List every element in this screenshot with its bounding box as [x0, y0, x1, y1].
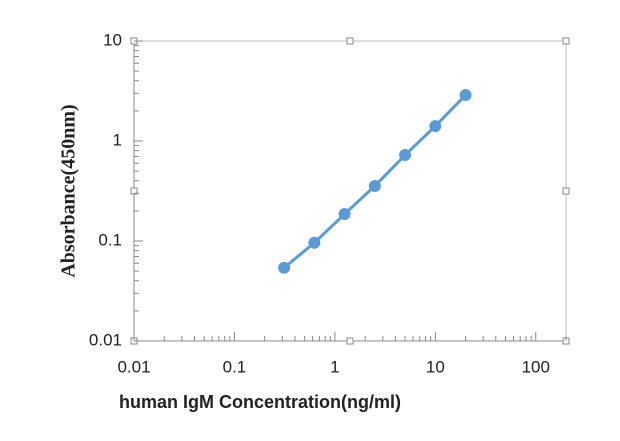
selection-handle	[346, 337, 354, 345]
x-tick-label: 0.1	[223, 357, 247, 376]
y-tick-label: 0.01	[89, 330, 122, 349]
selection-handle	[562, 187, 570, 195]
selection-handle	[130, 187, 138, 195]
x-tick-label: 1	[330, 357, 339, 376]
x-tick-label: 10	[426, 357, 445, 376]
plot-frame	[133, 40, 567, 342]
y-tick-label: 1	[113, 130, 122, 149]
data-point	[308, 236, 321, 249]
data-point	[459, 89, 472, 102]
data-point	[399, 149, 412, 162]
data-point	[338, 208, 351, 221]
x-axis-title: human IgM Concentration(ng/ml)	[119, 392, 401, 412]
data-point	[368, 179, 381, 192]
data-point	[429, 120, 442, 133]
selection-handle	[346, 37, 354, 45]
y-tick-label: 10	[103, 30, 122, 49]
selection-handle	[562, 37, 570, 45]
y-tick-label: 0.1	[98, 230, 122, 249]
y-axis-title: Absorbance(450nm)	[58, 104, 80, 277]
x-tick-label: 100	[522, 357, 550, 376]
data-point	[278, 261, 291, 274]
x-tick-label: 0.01	[117, 357, 150, 376]
